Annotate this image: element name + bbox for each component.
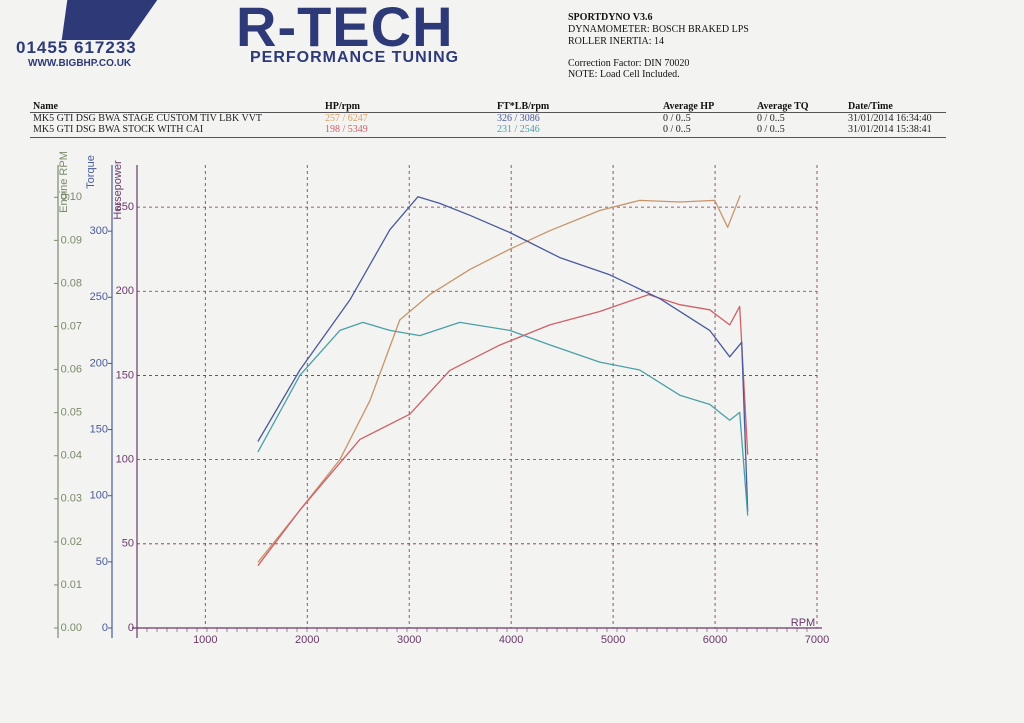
table-rule xyxy=(30,137,946,138)
y2-tick-label: 250 xyxy=(90,291,108,303)
y2-tick-label: 200 xyxy=(90,357,108,369)
x-tick-label: 6000 xyxy=(703,634,727,646)
table-cell: 198 / 5349 xyxy=(325,124,368,135)
table-cell: MK5 GTI DSG BWA STOCK WITH CAI xyxy=(33,124,204,135)
y2-tick-label: 100 xyxy=(90,490,108,502)
table-header: Average TQ xyxy=(757,101,809,112)
table-cell: 0 / 0..5 xyxy=(663,124,691,135)
website: WWW.BIGBHP.CO.UK xyxy=(28,58,132,69)
table-cell: 0 / 0..5 xyxy=(663,113,691,124)
x-tick-label: 1000 xyxy=(193,634,217,646)
table-header: HP/rpm xyxy=(325,101,360,112)
info-line: DYNAMOMETER: BOSCH BRAKED LPS xyxy=(568,24,749,35)
y3-tick-label: 0.10 xyxy=(61,191,82,203)
axis-title: Engine RPM xyxy=(58,151,70,213)
table-cell: 0 / 0..5 xyxy=(757,113,785,124)
table-rule xyxy=(30,112,946,113)
table-header: Name xyxy=(33,101,58,112)
table-cell: 31/01/2014 16:34:40 xyxy=(848,113,932,124)
y3-tick-label: 0.06 xyxy=(61,363,82,375)
y2-tick-label: 150 xyxy=(90,423,108,435)
table-cell: MK5 GTI DSG BWA STAGE CUSTOM TIV LBK VVT xyxy=(33,113,263,124)
table-cell: 257 / 6247 xyxy=(325,113,368,124)
phone: 01455 617233 xyxy=(16,38,137,57)
info-line: NOTE: Load Cell Included. xyxy=(568,69,680,80)
axis-title: Horsepower xyxy=(112,160,124,220)
y3-tick-label: 0.08 xyxy=(61,277,82,289)
x-tick-label: 2000 xyxy=(295,634,319,646)
y3-tick-label: 0.01 xyxy=(61,579,82,591)
info-line: SPORTDYNO V3.6 xyxy=(568,12,653,23)
x-tick-label: 3000 xyxy=(397,634,421,646)
series-line xyxy=(257,196,749,512)
x-tick-label: 5000 xyxy=(601,634,625,646)
tagline: PERFORMANCE TUNING xyxy=(250,49,460,66)
y2-tick-label: 300 xyxy=(90,225,108,237)
y3-tick-label: 0.03 xyxy=(61,493,82,505)
table-header: Average HP xyxy=(663,101,715,112)
y3-tick-label: 0.05 xyxy=(61,407,82,419)
y3-tick-label: 0.07 xyxy=(61,320,82,332)
y3-tick-label: 0.04 xyxy=(61,450,82,462)
table-cell: 31/01/2014 15:38:41 xyxy=(848,124,932,135)
series-line xyxy=(257,195,741,563)
y-tick-label: 100 xyxy=(116,454,134,466)
x-tick-label: 7000 xyxy=(805,634,829,646)
table-header: FT*LB/rpm xyxy=(497,101,550,112)
axis-title: Torque xyxy=(85,155,97,189)
y3-tick-label: 0.09 xyxy=(61,234,82,246)
series-line xyxy=(257,321,749,516)
x-tick-label: 4000 xyxy=(499,634,523,646)
y-tick-label: 0 xyxy=(128,622,134,634)
series-line xyxy=(257,293,749,567)
y3-tick-label: 0.02 xyxy=(61,536,82,548)
y-tick-label: 200 xyxy=(116,285,134,297)
y2-tick-label: 0 xyxy=(102,622,108,634)
table-cell: 231 / 2546 xyxy=(497,124,540,135)
y-tick-label: 250 xyxy=(116,201,134,213)
info-line: Correction Factor: DIN 70020 xyxy=(568,58,690,69)
table-cell: 326 / 3086 xyxy=(497,113,540,124)
info-line: ROLLER INERTIA: 14 xyxy=(568,36,665,47)
y-tick-label: 150 xyxy=(116,369,134,381)
table-header: Date/Time xyxy=(848,101,893,112)
axis-title: RPM xyxy=(791,617,815,629)
y-tick-label: 50 xyxy=(122,538,134,550)
y2-tick-label: 50 xyxy=(96,556,108,568)
brand: R-TECH xyxy=(236,0,454,58)
y3-tick-label: 0.00 xyxy=(61,622,82,634)
table-cell: 0 / 0..5 xyxy=(757,124,785,135)
